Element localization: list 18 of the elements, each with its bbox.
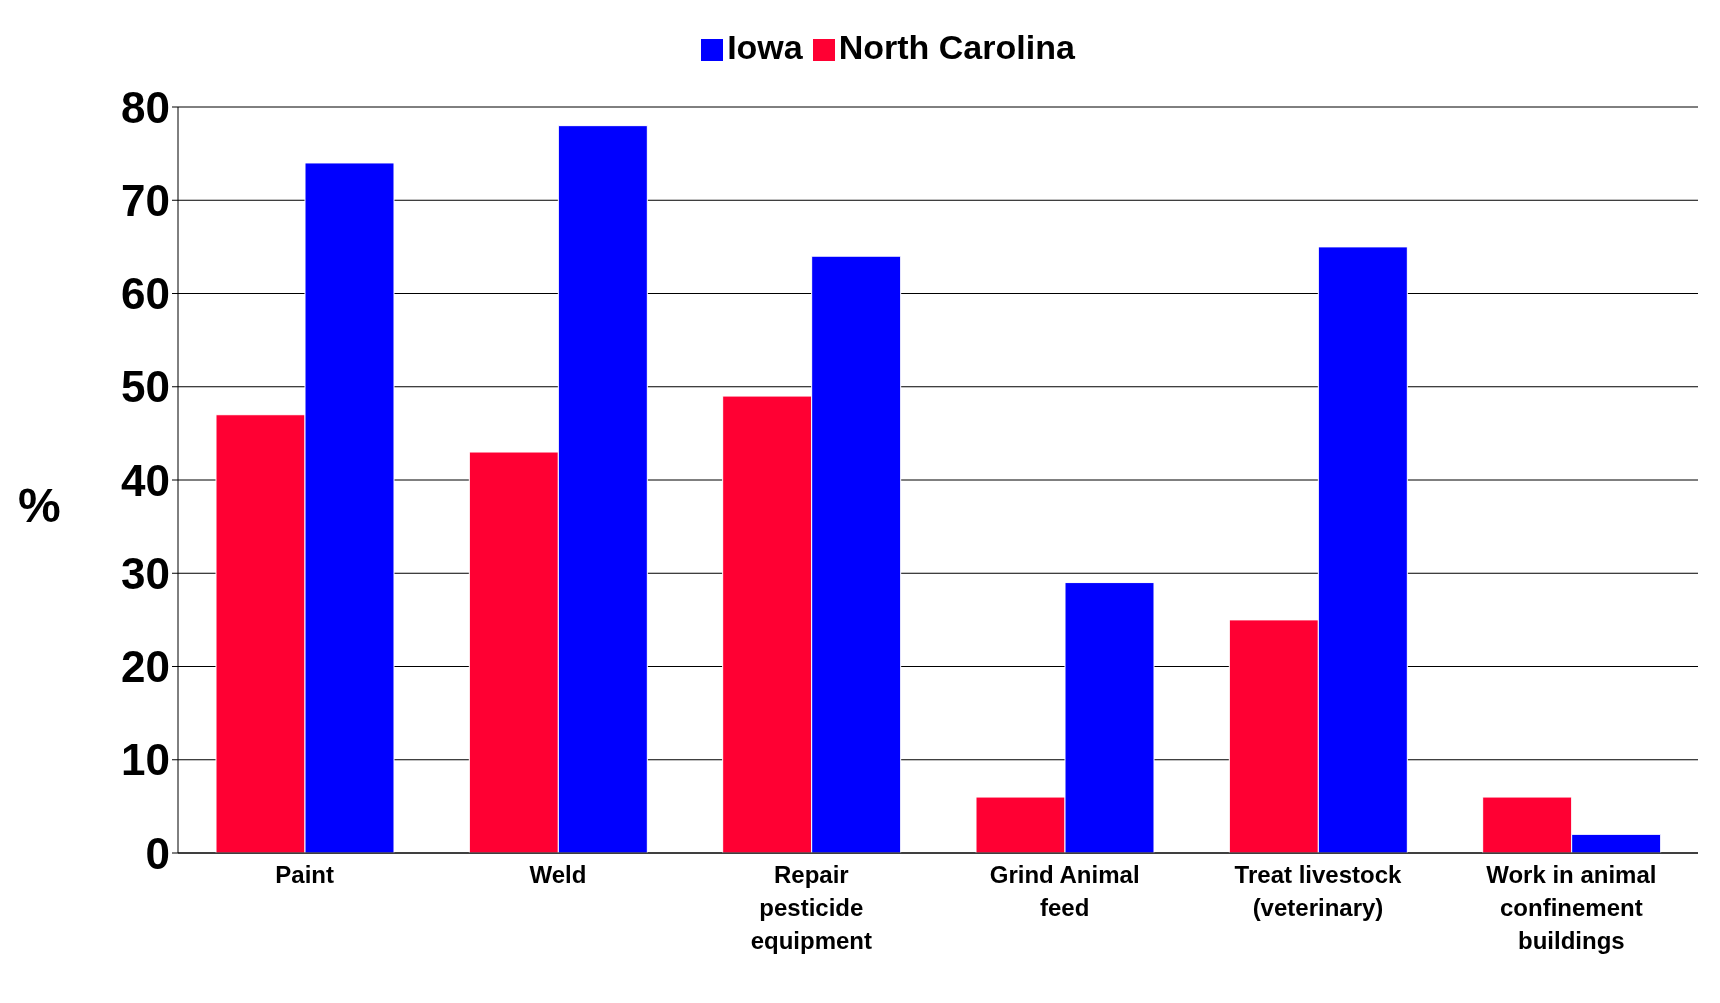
y-tick-label: 20 (121, 642, 170, 692)
x-tick-label: Paint (275, 861, 335, 888)
y-tick-label: 10 (121, 735, 170, 785)
x-tick-label: Weld (529, 861, 587, 888)
y-tick-label: 30 (121, 548, 170, 598)
legend-label: Iowa (727, 28, 803, 66)
x-tick-label: Work in animal confinement buildings (1486, 861, 1657, 954)
y-tick-label: 40 (121, 455, 170, 505)
y-tick-label: 70 (121, 175, 170, 225)
y-tick-label: 80 (121, 82, 170, 132)
legend-label: North Carolina (838, 28, 1075, 66)
y-axis-title: % (18, 478, 61, 533)
y-tick-label: 60 (121, 269, 170, 319)
y-tick-label: 50 (121, 362, 170, 412)
y-tick-label: 0 (145, 828, 170, 878)
x-tick-label: Treat livestock (veterinary) (1234, 861, 1403, 921)
x-tick-label: Grind Animal feed (989, 861, 1140, 921)
x-tick-label: Repair pesticide equipment (750, 861, 873, 954)
